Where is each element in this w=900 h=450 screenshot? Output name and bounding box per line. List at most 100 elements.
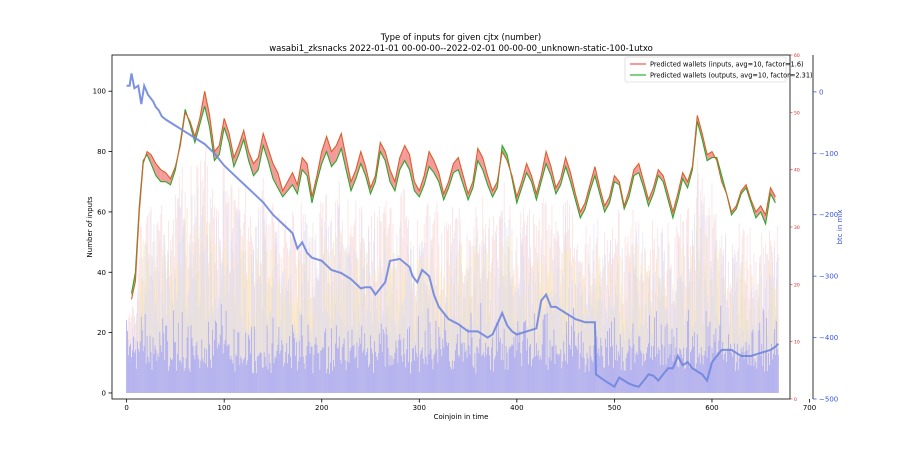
bar-blue xyxy=(317,353,319,393)
bar-pale-blue xyxy=(562,275,564,393)
bar-blue xyxy=(506,352,508,393)
bar-pink xyxy=(157,221,159,393)
bar-blue xyxy=(756,368,758,393)
bar-blue xyxy=(209,344,210,393)
bar-pale-blue xyxy=(452,237,454,393)
bar-pale-blue xyxy=(267,332,269,393)
bar-pale-blue xyxy=(373,241,374,393)
bar-pale-blue xyxy=(588,295,590,393)
bar-pale-blue xyxy=(661,227,663,393)
bar-blue xyxy=(207,367,209,393)
bar-blue xyxy=(374,351,376,393)
bar-pale-blue xyxy=(576,244,578,393)
bar-pale-blue xyxy=(771,279,772,393)
bar-blue xyxy=(291,367,292,393)
bar-blue xyxy=(523,322,525,393)
bar-pale-blue xyxy=(565,215,567,393)
bar-pink xyxy=(234,199,236,393)
bar-blue xyxy=(302,356,304,393)
difference-fill xyxy=(682,172,688,188)
bar-pale-blue xyxy=(667,245,669,393)
difference-fill xyxy=(336,133,342,161)
bar-blue xyxy=(703,355,705,393)
bar-blue xyxy=(616,360,618,393)
bar-pale-blue xyxy=(553,233,555,393)
bar-pale-blue xyxy=(564,234,566,393)
bar-pale-blue xyxy=(432,291,434,393)
bar-pale-blue xyxy=(386,235,388,393)
bar-pale-blue xyxy=(654,272,656,393)
bar-blue xyxy=(370,335,371,393)
bar-pale-blue xyxy=(512,296,514,393)
bar-blue xyxy=(726,362,728,393)
bar-blue xyxy=(551,345,553,393)
bar-blue xyxy=(480,303,482,393)
bar-pale-blue xyxy=(492,326,494,393)
bar-blue xyxy=(282,344,284,393)
bar-blue xyxy=(236,356,238,393)
bar-blue xyxy=(513,337,515,393)
bar-pale-blue xyxy=(463,283,465,393)
bar-blue xyxy=(610,347,611,393)
bar-pale-blue xyxy=(732,257,733,393)
bar-pink xyxy=(653,238,655,393)
bar-pale-blue xyxy=(176,292,178,393)
bar-pale-blue xyxy=(273,280,275,393)
bar-blue xyxy=(413,360,415,393)
bar-blue xyxy=(765,350,767,393)
bar-blue xyxy=(309,353,311,393)
bar-blue xyxy=(180,362,182,393)
bar-blue xyxy=(743,358,745,393)
bar-pink xyxy=(489,218,490,393)
bar-blue xyxy=(437,362,439,393)
bar-pale-blue xyxy=(646,302,648,393)
bar-pink xyxy=(607,240,609,393)
bar-blue xyxy=(258,354,260,393)
bar-blue xyxy=(620,369,622,393)
bar-pale-blue xyxy=(288,278,290,393)
bar-blue xyxy=(191,337,193,393)
bar-blue xyxy=(389,354,391,393)
bar-pale-blue xyxy=(371,299,372,393)
bar-blue xyxy=(260,353,262,393)
bar-blue xyxy=(196,341,198,393)
bar-blue xyxy=(215,322,217,393)
bar-blue xyxy=(133,352,135,393)
difference-fill xyxy=(360,151,366,176)
bar-pale-blue xyxy=(146,245,148,393)
bar-blue xyxy=(517,321,519,393)
bar-pale-blue xyxy=(347,244,349,393)
bar-pink xyxy=(492,215,494,393)
bar-pale-blue xyxy=(457,293,459,393)
bar-blue xyxy=(237,331,239,393)
bar-pink xyxy=(702,203,704,393)
bar-pale-blue xyxy=(317,280,319,393)
bar-blue xyxy=(599,356,601,393)
bar-blue xyxy=(641,352,643,393)
bar-pale-blue xyxy=(433,275,435,393)
blue-bars-layer xyxy=(126,303,779,393)
bar-blue xyxy=(511,344,513,393)
bar-blue xyxy=(566,321,568,393)
bar-pale-blue xyxy=(702,322,704,393)
y3-tick-label: 50 xyxy=(794,110,800,116)
bar-blue xyxy=(525,320,527,393)
bar-pale-blue xyxy=(559,298,561,393)
bar-pale-blue xyxy=(282,271,284,393)
bar-blue xyxy=(362,352,364,393)
bar-pale-blue xyxy=(705,215,707,393)
bar-pale-blue xyxy=(231,232,233,393)
bar-pale-blue xyxy=(663,251,665,393)
bar-blue xyxy=(404,354,406,393)
bar-pale-blue xyxy=(343,249,345,393)
bar-blue xyxy=(222,353,224,393)
bar-pale-blue xyxy=(501,209,503,393)
bar-blue xyxy=(193,355,195,393)
bar-pale-blue xyxy=(531,324,532,393)
bar-pink xyxy=(261,190,263,393)
bar-pale-blue xyxy=(637,292,639,393)
bar-blue xyxy=(253,326,255,393)
bar-pale-blue xyxy=(682,221,684,393)
bar-blue xyxy=(272,317,274,393)
bar-blue xyxy=(403,338,405,393)
